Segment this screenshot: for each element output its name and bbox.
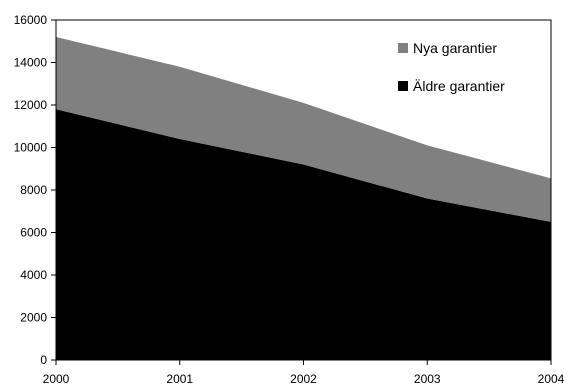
legend-swatch: [398, 43, 408, 53]
legend-label: Äldre garantier: [413, 78, 505, 94]
x-tick-label: 2004: [538, 372, 564, 386]
y-tick-label: 10000: [14, 141, 48, 155]
axes: 0 2000 4000 6000 8000 10000 12000 14000 16000 200…: [14, 13, 564, 386]
x-tick-label: 2003: [414, 372, 441, 386]
plot-area: [56, 37, 551, 360]
y-tick-label: 12000: [14, 98, 48, 112]
x-tick-label: 2001: [166, 372, 193, 386]
y-tick-label: 2000: [20, 311, 47, 325]
area-series-ldre-garantier: [56, 109, 551, 360]
legend-label: Nya garantier: [413, 40, 497, 56]
area-series-nya-garantier: [56, 37, 551, 222]
x-tick-label: 2002: [290, 372, 317, 386]
legend: Nya garantier Äldre garantier: [398, 40, 505, 94]
x-tick-label: 2000: [43, 372, 70, 386]
y-tick-label: 14000: [14, 56, 48, 70]
legend-swatch: [398, 81, 408, 91]
y-tick-label: 4000: [20, 268, 47, 282]
y-tick-label: 6000: [20, 226, 47, 240]
y-tick-label: 8000: [20, 183, 47, 197]
y-tick-label: 16000: [14, 13, 48, 27]
y-tick-label: 0: [40, 353, 47, 367]
